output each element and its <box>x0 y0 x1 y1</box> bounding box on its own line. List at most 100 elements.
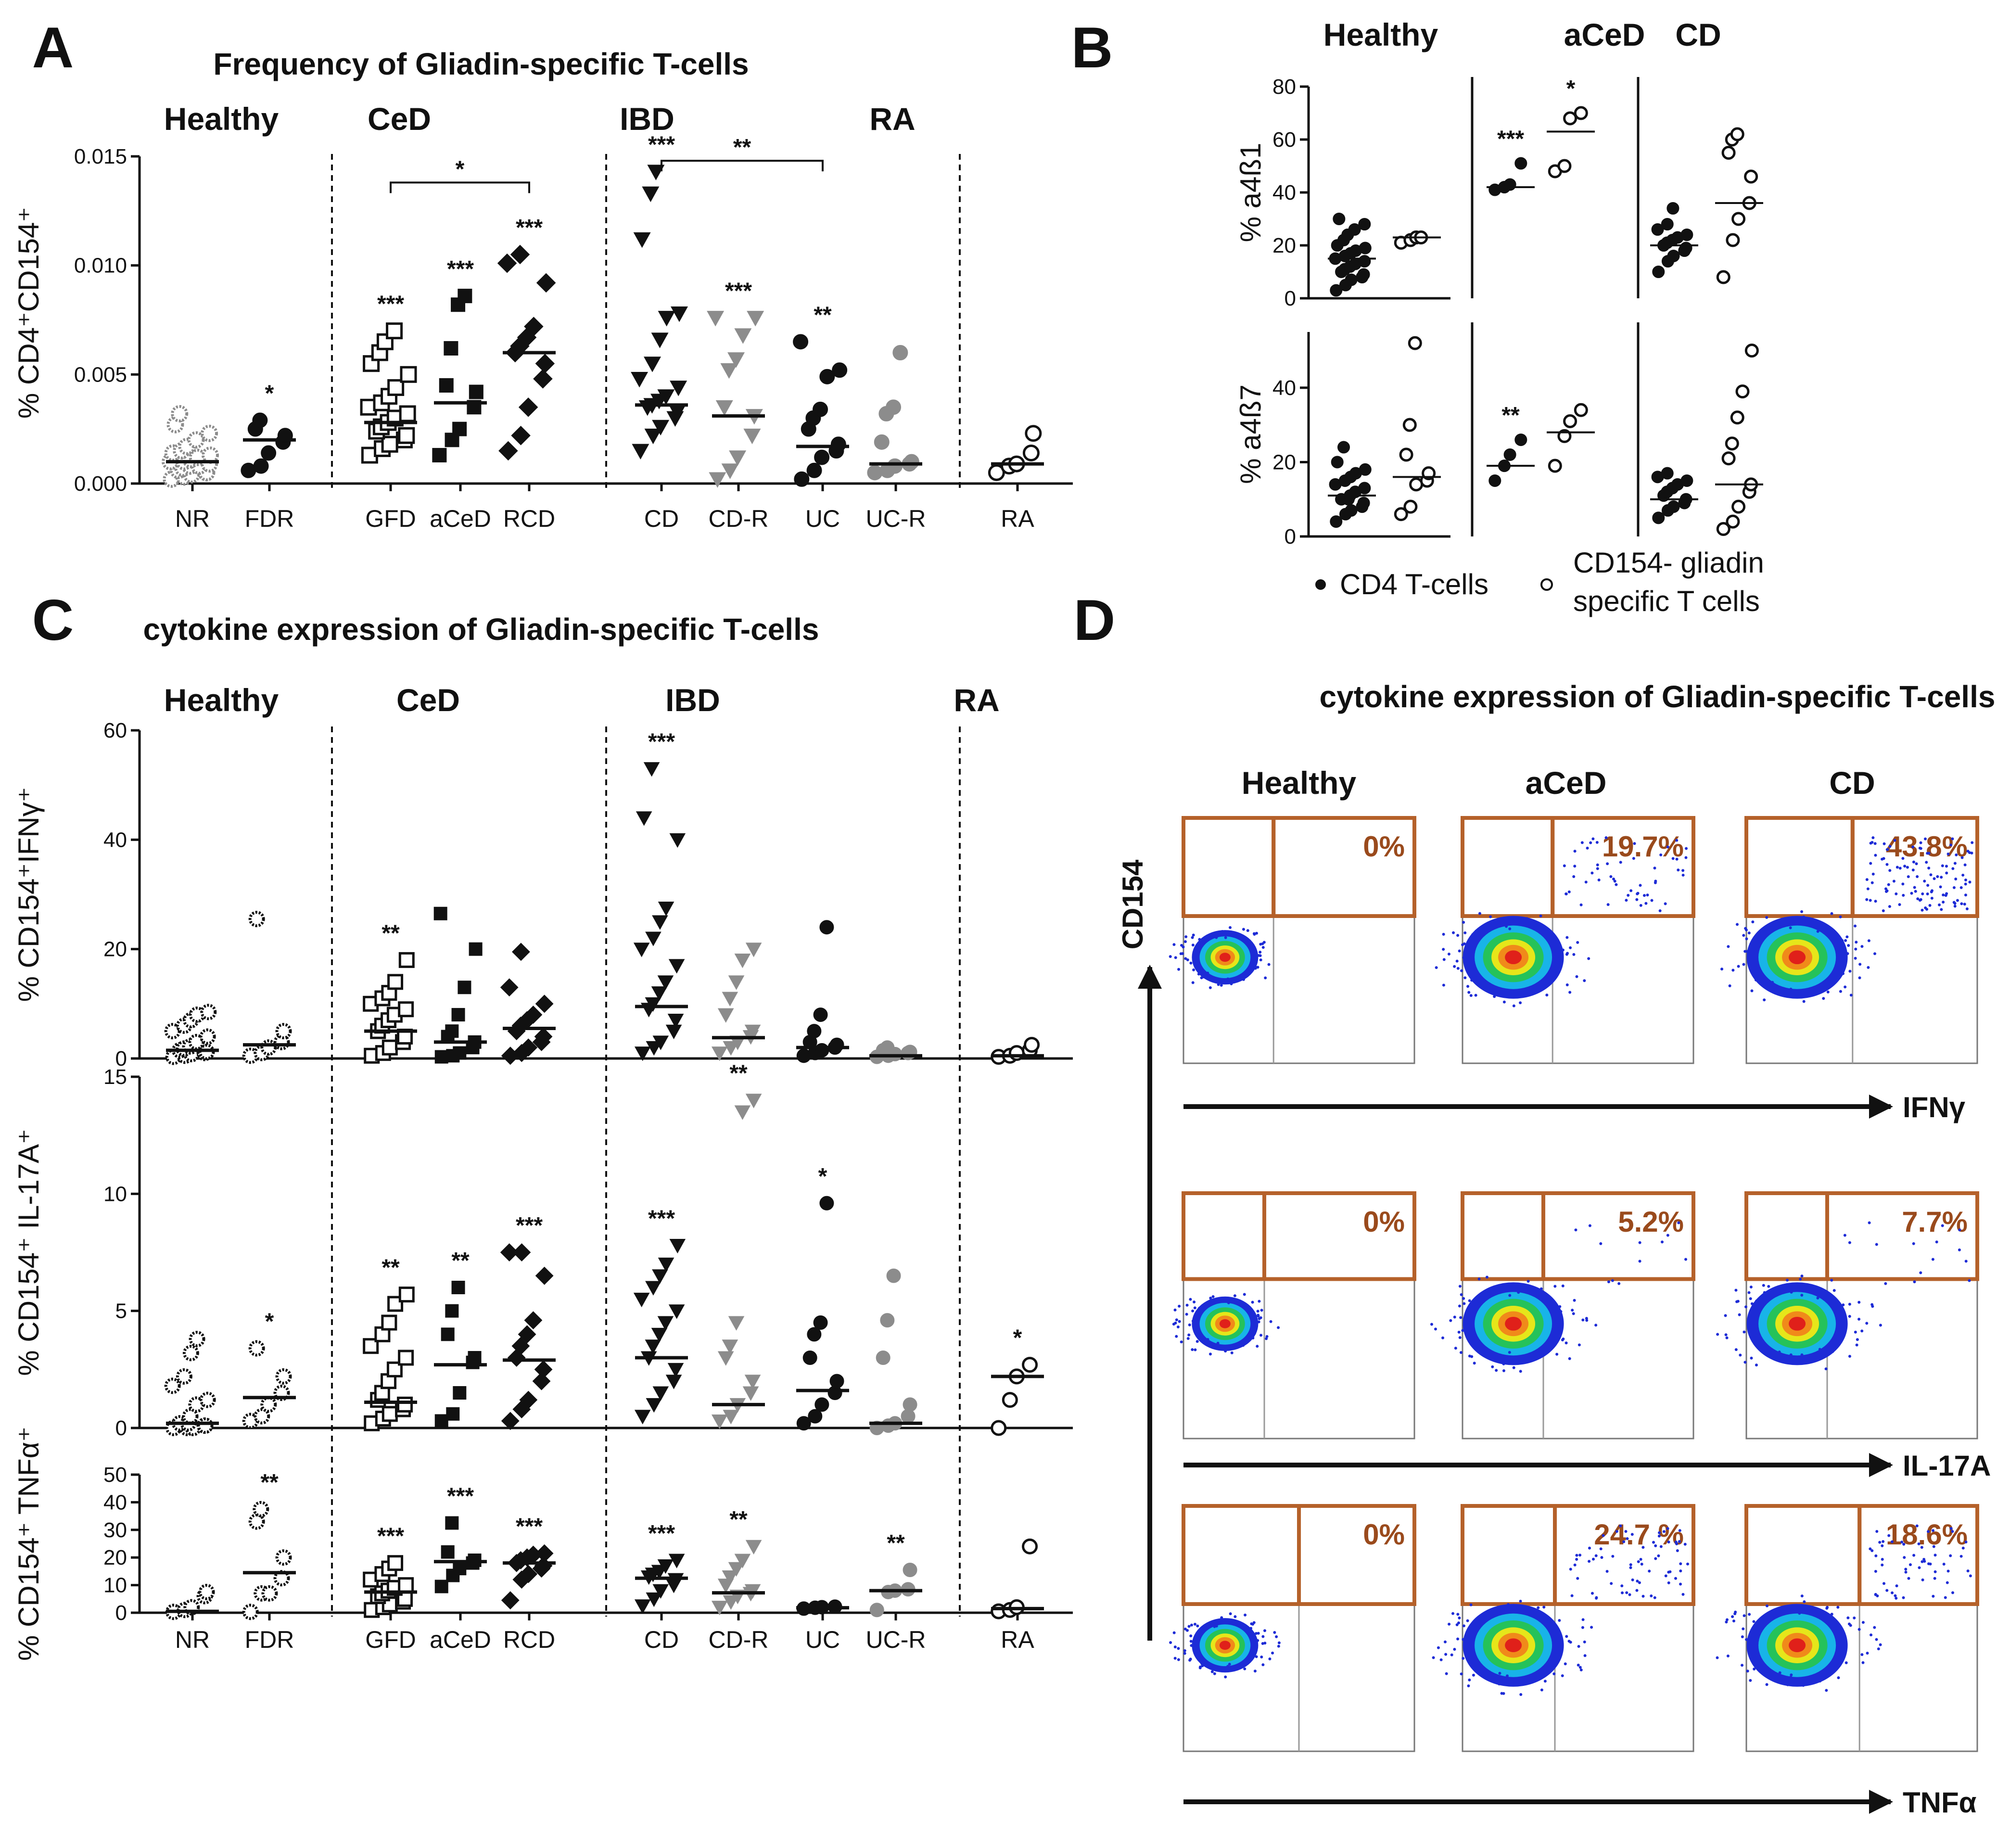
facs-event-dot <box>1913 886 1916 889</box>
facs-event-dot <box>1468 1678 1471 1682</box>
panel-c-y-label: % CD154⁺IFNγ⁺ <box>13 787 45 1002</box>
panel-c-point <box>275 1023 292 1040</box>
facs-event-dot <box>1590 1626 1593 1629</box>
facs-event-dot <box>1247 1660 1250 1663</box>
panel-a-point <box>633 232 651 248</box>
facs-density-blob <box>1219 1319 1231 1328</box>
panel-c-point <box>645 931 661 946</box>
panel-a-point <box>1025 425 1042 442</box>
facs-event-dot <box>1854 956 1857 960</box>
facs-event-dot <box>1540 1688 1543 1692</box>
facs-event-dot <box>1839 990 1842 993</box>
facs-event-dot <box>1507 994 1510 997</box>
panel-a-category-label: RA <box>1001 505 1034 532</box>
panel-c-point <box>669 833 686 848</box>
facs-event-dot <box>1600 1556 1603 1559</box>
facs-event-dot <box>1549 981 1552 985</box>
facs-event-dot <box>1683 1542 1687 1546</box>
facs-event-dot <box>1568 991 1572 994</box>
facs-event-dot <box>1942 893 1945 897</box>
facs-event-dot <box>1915 862 1918 866</box>
panel-c-y-tick-label: 0 <box>115 1416 127 1440</box>
facs-event-dot <box>1926 852 1929 855</box>
facs-event-dot <box>1928 904 1932 907</box>
facs-event-dot <box>1512 1004 1515 1007</box>
panel-b-point <box>1667 500 1680 513</box>
facs-event-dot <box>1174 956 1177 959</box>
facs-event-dot <box>1193 1306 1196 1310</box>
facs-event-dot <box>1858 963 1862 966</box>
panel-b-y-tick-label: 80 <box>1272 75 1296 99</box>
facs-event-dot <box>1573 850 1577 853</box>
panel-c-point <box>722 1339 738 1354</box>
facs-event-dot <box>1508 1294 1512 1297</box>
panel-b-y-tick-label: 40 <box>1272 181 1296 204</box>
facs-event-dot <box>1620 1584 1624 1588</box>
facs-event-dot <box>1590 871 1594 875</box>
facs-event-dot <box>1180 943 1183 947</box>
facs-event-dot <box>1868 1221 1871 1224</box>
panel-a-point <box>794 471 810 487</box>
facs-event-dot <box>1952 901 1956 904</box>
panel-b-point <box>1721 451 1736 466</box>
panel-c-point <box>398 1287 415 1303</box>
facs-event-dot <box>1904 1568 1908 1571</box>
facs-event-dot <box>1486 1670 1489 1673</box>
facs-event-dot <box>1636 1580 1639 1583</box>
facs-event-dot <box>1946 853 1950 856</box>
facs-event-dot <box>1836 1606 1840 1609</box>
panel-b-point <box>1358 255 1371 268</box>
facs-event-dot <box>1907 1577 1910 1580</box>
facs-event-dot <box>1749 1285 1753 1288</box>
facs-event-dot <box>1251 1622 1254 1626</box>
panel-c-point <box>745 1094 762 1109</box>
facs-event-dot <box>1246 929 1249 932</box>
facs-event-dot <box>1639 1557 1642 1561</box>
facs-event-dot <box>1830 1612 1833 1616</box>
facs-event-dot <box>1875 1243 1878 1246</box>
facs-event-dot <box>1887 1534 1891 1537</box>
facs-event-dot <box>1825 1294 1829 1298</box>
panel-a-point <box>729 450 747 466</box>
facs-event-dot <box>1883 842 1886 845</box>
facs-event-dot <box>1463 1302 1466 1305</box>
panel-c-point <box>742 1386 759 1401</box>
panel-c-point <box>507 1022 526 1041</box>
facs-gate-right <box>1262 1191 1416 1281</box>
facs-event-dot <box>1866 887 1870 891</box>
facs-event-dot <box>1234 1615 1237 1619</box>
panel-c-point <box>248 1513 265 1530</box>
facs-event-dot <box>1918 846 1921 850</box>
facs-event-dot <box>1605 1570 1609 1573</box>
facs-event-dot <box>1650 1594 1653 1598</box>
facs-event-dot <box>1505 1674 1509 1678</box>
facs-event-dot <box>1666 1527 1669 1530</box>
panel-b-point <box>1403 499 1418 514</box>
facs-event-dot <box>1650 899 1654 902</box>
facs-event-dot <box>1556 971 1559 975</box>
facs-event-dot <box>1619 1524 1622 1528</box>
facs-event-dot <box>1458 1304 1461 1308</box>
facs-event-dot <box>1944 1596 1947 1599</box>
facs-event-dot <box>1856 1338 1859 1341</box>
facs-event-dot <box>1903 865 1907 868</box>
panel-c-y-tick-label: 10 <box>103 1574 127 1597</box>
facs-event-dot <box>1265 1335 1269 1338</box>
facs-event-dot <box>1955 853 1958 856</box>
panel-b-point <box>1345 504 1358 517</box>
panel-c-point <box>501 1591 520 1610</box>
facs-event-dot <box>1823 1674 1826 1678</box>
facs-event-dot <box>1194 965 1197 968</box>
facs-event-dot <box>1493 995 1496 998</box>
facs-gate-right <box>1850 816 1980 918</box>
panel-d-title: cytokine expression of Gliadin-specific … <box>1320 679 1996 714</box>
facs-event-dot <box>1924 906 1927 910</box>
facs-event-dot <box>1569 946 1572 949</box>
facs-event-dot <box>1561 1674 1564 1677</box>
facs-event-dot <box>1185 1313 1188 1316</box>
facs-event-dot <box>1724 1314 1727 1317</box>
facs-event-dot <box>1448 1622 1451 1626</box>
facs-event-dot <box>1923 879 1926 883</box>
panel-c-point <box>398 1577 414 1593</box>
facs-event-dot <box>1942 901 1945 904</box>
